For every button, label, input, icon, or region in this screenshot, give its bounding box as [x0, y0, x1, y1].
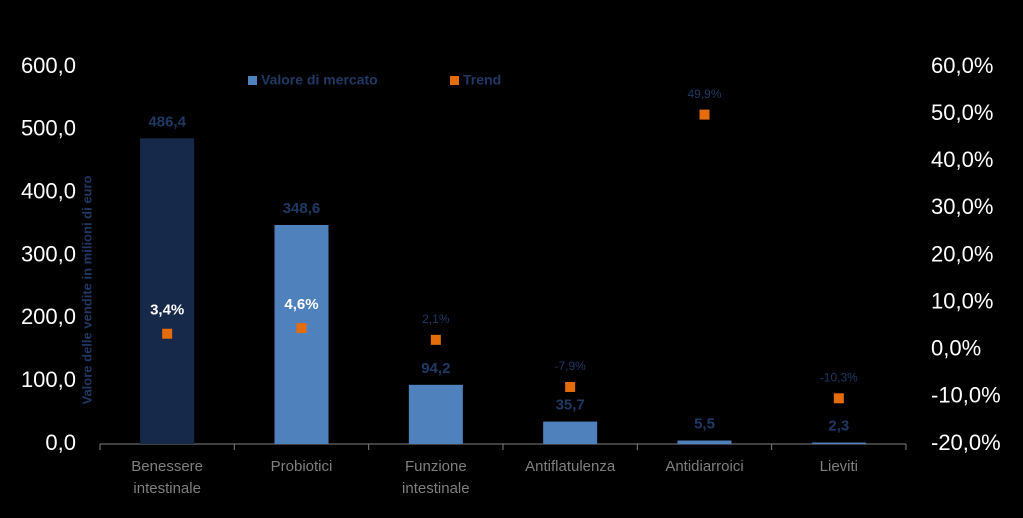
- x-tick-label: Probiotici: [271, 458, 333, 475]
- x-tick-line: Probiotici: [271, 458, 333, 475]
- trend-marker: [699, 109, 710, 120]
- y-tick-label: 600,0: [21, 53, 76, 78]
- trend-marker: [565, 381, 576, 392]
- trend-marker: [162, 328, 173, 339]
- x-tick-line: Lieviti: [820, 458, 858, 475]
- bar: [408, 384, 463, 444]
- bar-value-label: 94,2: [421, 360, 450, 377]
- x-tick-line: intestinale: [402, 480, 470, 497]
- y2-tick-label: 0,0%: [931, 336, 981, 361]
- trend-value-label: -7,9%: [554, 359, 586, 373]
- x-tick-line: Antiflatulenza: [525, 458, 616, 475]
- trend-marker: [833, 393, 844, 404]
- y-axis-title: Valore delle vendite in milioni di euro: [79, 175, 94, 404]
- y-tick-label: 200,0: [21, 304, 76, 329]
- bar-value-label: 35,7: [556, 397, 585, 414]
- bar: [274, 224, 329, 444]
- trend-value-label: 49,9%: [687, 87, 721, 101]
- trend-value-label: -10,3%: [820, 370, 858, 384]
- legend-label: Trend: [463, 72, 501, 88]
- bar-value-label: 348,6: [283, 200, 321, 217]
- x-tick-line: Funzione: [405, 458, 467, 475]
- x-tick-label: Benessere intestinale: [131, 458, 203, 497]
- trend-value-label: 4,6%: [284, 296, 318, 313]
- x-tick-line: Benessere: [131, 458, 203, 475]
- y2-tick-label: 60,0%: [931, 53, 993, 78]
- legend-swatch: [248, 76, 257, 85]
- bar-value-label: 2,3: [828, 418, 849, 435]
- legend-label: Valore di mercato: [261, 72, 378, 88]
- x-tick-label: Antidiarroici: [665, 458, 743, 475]
- bar-value-label: 486,4: [148, 113, 186, 130]
- x-tick-label: Lieviti: [820, 458, 858, 475]
- y2-tick-label: -20,0%: [931, 430, 1001, 455]
- bar: [677, 440, 732, 444]
- legend-swatch: [450, 76, 459, 85]
- y2-tick-label: 40,0%: [931, 147, 993, 172]
- y-tick-label: 400,0: [21, 178, 76, 203]
- trend-value-label: 2,1%: [422, 312, 450, 326]
- bar: [811, 442, 866, 444]
- x-tick-label: Funzione intestinale: [402, 458, 470, 497]
- bar-value-label: 5,5: [694, 416, 715, 433]
- y-tick-label: 300,0: [21, 241, 76, 266]
- x-tick-line: Antidiarroici: [665, 458, 743, 475]
- trend-marker: [430, 334, 441, 345]
- y-tick-label: 100,0: [21, 367, 76, 392]
- y-tick-label: 0,0: [45, 430, 76, 455]
- x-tick-line: intestinale: [133, 480, 201, 497]
- y2-tick-label: 20,0%: [931, 241, 993, 266]
- x-tick-label: Antiflatulenza: [525, 458, 616, 475]
- y2-tick-label: -10,0%: [931, 383, 1001, 408]
- trend-marker: [296, 323, 307, 334]
- y-tick-label: 500,0: [21, 116, 76, 141]
- y2-tick-label: 30,0%: [931, 194, 993, 219]
- bar: [140, 138, 195, 444]
- y2-tick-label: 10,0%: [931, 288, 993, 313]
- trend-value-label: 3,4%: [150, 302, 184, 319]
- y2-tick-label: 50,0%: [931, 100, 993, 125]
- bar: [543, 421, 598, 444]
